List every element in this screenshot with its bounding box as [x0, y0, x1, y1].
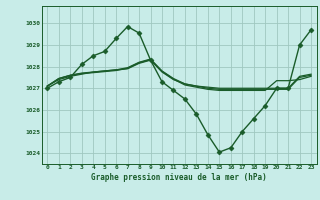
X-axis label: Graphe pression niveau de la mer (hPa): Graphe pression niveau de la mer (hPa) — [91, 173, 267, 182]
